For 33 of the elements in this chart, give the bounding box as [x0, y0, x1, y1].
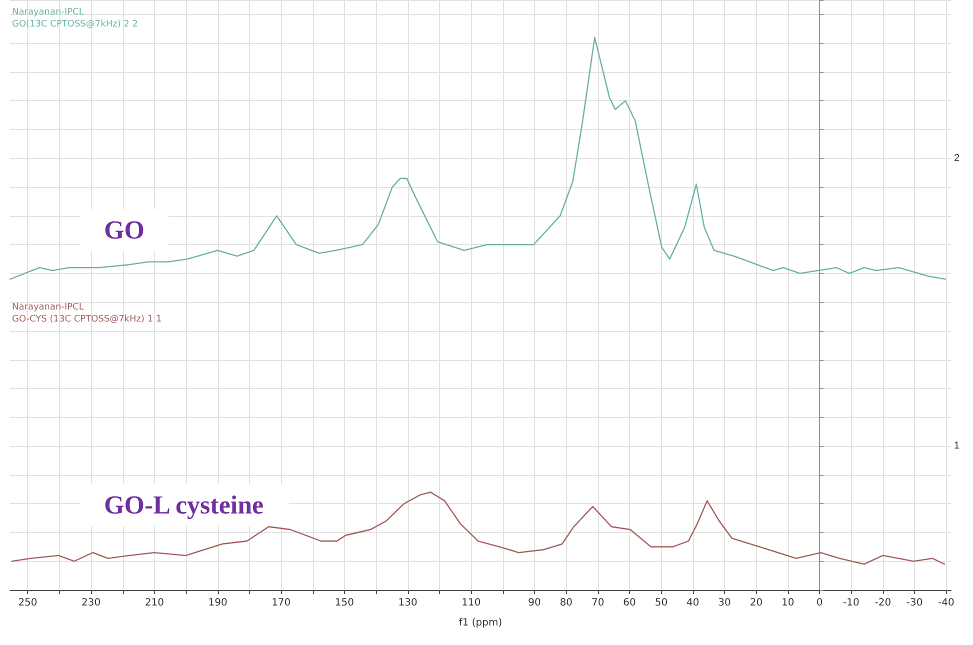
line-series	[9, 36, 946, 280]
x-tick-label: 70	[591, 598, 604, 608]
x-tick-label: -40	[938, 598, 954, 608]
annotation: GO(13C CPTOSS@7kHz) 2 2	[12, 20, 138, 30]
x-tick-label: 80	[560, 598, 573, 608]
annotation: Narayanan-IPCL	[12, 302, 84, 312]
x-tick-label: 20	[750, 598, 763, 608]
x-tick-label: 130	[398, 598, 418, 608]
annotation: Narayanan-IPCL	[12, 8, 84, 18]
x-tick-label: 170	[272, 598, 291, 608]
line-series	[11, 491, 945, 565]
x-tick-label: -30	[906, 598, 923, 608]
y-tick-label: 2	[954, 152, 960, 164]
x-tick-label: 10	[782, 598, 794, 608]
x-tick-label: 0	[816, 598, 823, 608]
y-tick-label: 1	[954, 440, 960, 452]
x-tick-label: 150	[334, 598, 354, 608]
x-tick-label: 210	[144, 598, 164, 608]
x-tick-label: -20	[874, 598, 892, 608]
x-tick-label: 110	[462, 598, 481, 608]
x-tick-label: -10	[843, 598, 860, 608]
x-tick-label: 30	[718, 598, 731, 608]
x-tick-label: 40	[686, 598, 700, 608]
series-label: GO-L cysteine	[104, 490, 264, 520]
x-tick-label: 50	[654, 598, 668, 608]
x-tick-label: 230	[82, 598, 101, 608]
x-tick-label: 190	[208, 598, 228, 608]
annotation: GO-CYS (13C CPTOSS@7kHz) 1 1	[12, 314, 162, 324]
series-label: GO	[104, 216, 144, 245]
x-tick-label: 90	[528, 598, 541, 608]
x-tick-label: 60	[623, 598, 636, 608]
x-tick-label: 250	[18, 598, 38, 608]
x-axis-title: f1 (ppm)	[458, 618, 502, 628]
